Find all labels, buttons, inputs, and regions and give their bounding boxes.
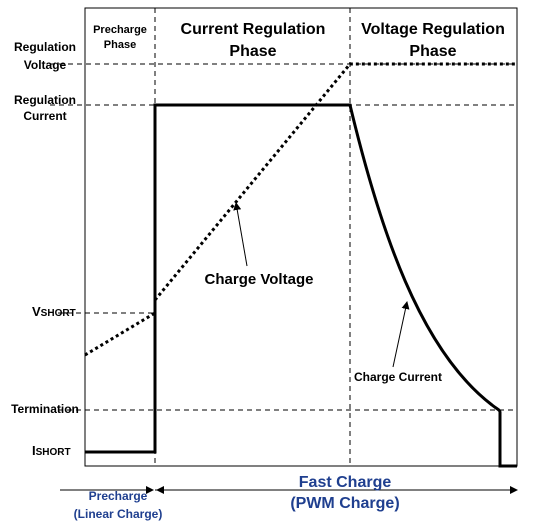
- frame: [84, 7, 518, 467]
- phase-label: Precharge: [93, 24, 147, 36]
- mode-label: (Linear Charge): [74, 507, 163, 521]
- level-label: Current: [23, 109, 66, 123]
- annotation-arrow: [392, 301, 410, 368]
- charge-current-curve: [85, 103, 517, 468]
- level-label-main: V: [32, 304, 41, 319]
- mode-label: (PWM Charge): [290, 495, 399, 512]
- annotation: Charge Current: [354, 370, 442, 384]
- level-label-sub: SHORT: [41, 308, 76, 319]
- level-label-main: I: [32, 443, 36, 458]
- phase-label: Voltage Regulation: [361, 21, 505, 38]
- level-label-sub: SHORT: [36, 447, 71, 458]
- mode-label: Precharge: [89, 489, 148, 503]
- phase-label: Phase: [229, 43, 276, 60]
- mode-label: Fast Charge: [299, 474, 392, 491]
- annotation: Charge Voltage: [205, 271, 314, 288]
- annotation-arrow: [233, 202, 248, 267]
- level-label: Voltage: [24, 58, 67, 72]
- level-label: Regulation: [14, 40, 76, 54]
- level-label: VSHORT: [32, 304, 76, 319]
- level-label: Regulation: [14, 93, 76, 107]
- charge-voltage-curve: [84, 62, 517, 357]
- phase-label: Current Regulation: [181, 21, 326, 38]
- level-label: ISHORT: [32, 443, 71, 458]
- phase-label: Phase: [104, 39, 136, 51]
- level-label: Termination: [11, 402, 79, 416]
- phase-label: Phase: [409, 43, 456, 60]
- labels: Precharge Phase Current Regulation Phase Vol…: [11, 21, 505, 521]
